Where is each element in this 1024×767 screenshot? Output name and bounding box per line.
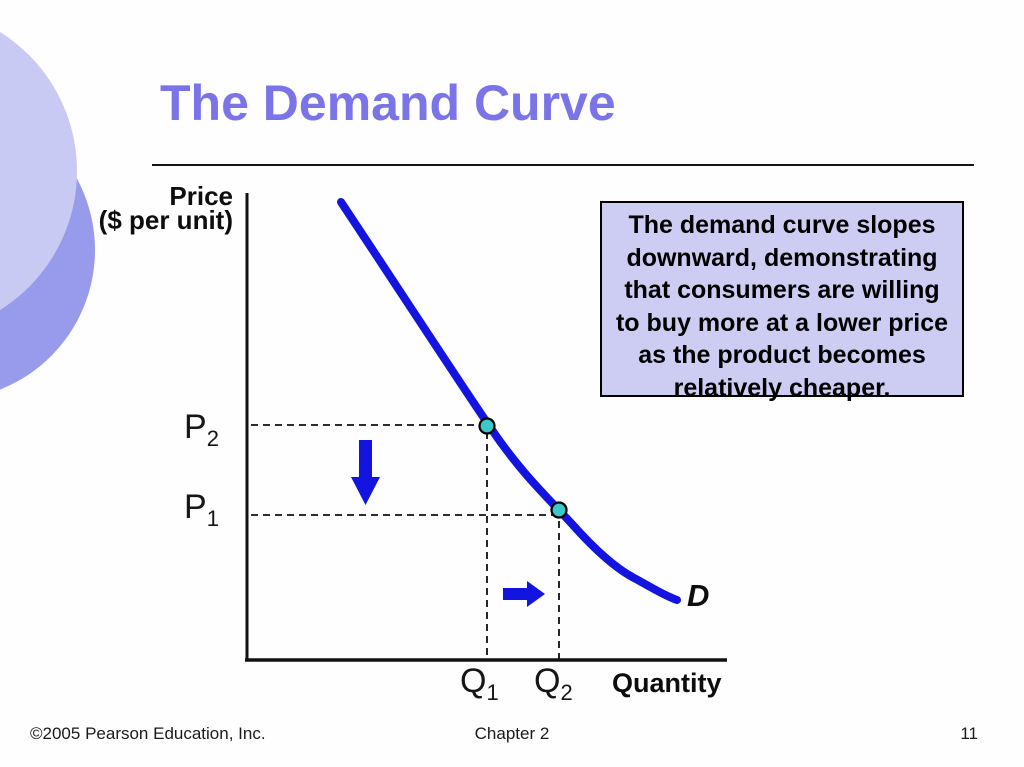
tick-sub: 2 <box>206 425 219 451</box>
tick-sub: 1 <box>206 505 219 531</box>
tick-base: P <box>184 408 207 446</box>
tick-base: Q <box>460 662 487 700</box>
demand-curve <box>337 198 681 604</box>
point-q2-p1 <box>550 501 568 519</box>
price-tick-p1: P1 <box>184 488 219 529</box>
quantity-tick-q2: Q2 <box>534 662 573 703</box>
tick-base: Q <box>534 662 561 700</box>
page-title: The Demand Curve <box>160 75 616 131</box>
footer-chapter: Chapter 2 <box>474 724 550 743</box>
point-q1-p2 <box>478 417 496 435</box>
tick-sub: 2 <box>560 679 573 705</box>
title-divider <box>152 164 974 166</box>
x-axis-label: Quantity <box>612 668 722 698</box>
down-arrow-icon <box>351 440 380 505</box>
right-arrow-icon <box>503 581 545 607</box>
tick-sub: 1 <box>486 679 499 705</box>
callout-box: The demand curve slopes downward, demons… <box>600 201 964 402</box>
price-tick-p2: P2 <box>184 408 219 449</box>
footer-page-number: 11 <box>960 724 978 743</box>
quantity-tick-q1: Q1 <box>460 662 499 703</box>
footer-copyright: ©2005 Pearson Education, Inc. <box>30 724 266 743</box>
tick-base: P <box>184 488 207 526</box>
y-axis-label: Price ($ per unit) <box>98 181 233 235</box>
curve-label-d: D <box>687 578 710 613</box>
